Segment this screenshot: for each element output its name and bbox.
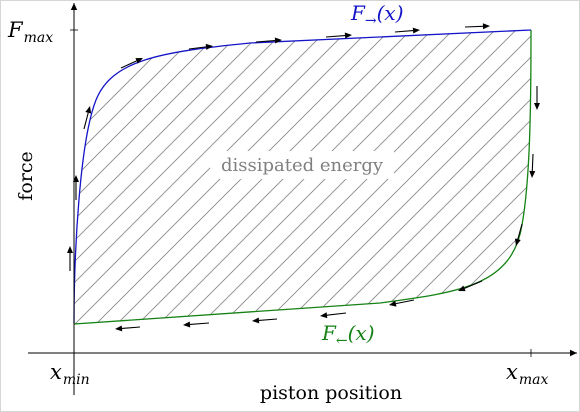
direction-arrow (252, 317, 278, 324)
direction-arrow (534, 86, 540, 110)
hatch-line (74, 30, 421, 324)
direction-arrow (514, 223, 523, 246)
x-axis-title: piston position (260, 382, 402, 404)
hatch-line (74, 30, 442, 324)
hatch-line (187, 30, 531, 324)
hatch-line (74, 30, 253, 324)
hatch-line (74, 30, 400, 324)
hatch-line (74, 30, 316, 324)
dissipated-energy-hatch (74, 0, 580, 400)
direction-arrow (67, 246, 73, 271)
area-label-background (210, 151, 394, 179)
hatch-line (103, 30, 505, 324)
direction-arrow (325, 32, 352, 39)
hatch-line (313, 30, 531, 324)
hatch-line (124, 30, 526, 324)
direction-arrow (183, 321, 210, 328)
hatch-line (74, 30, 295, 324)
hatch-line (292, 30, 531, 324)
hatch-line (74, 30, 232, 324)
y-axis-title: force (15, 151, 37, 200)
hatch-line (545, 0, 580, 400)
hatch-line (376, 30, 531, 324)
direction-arrows (67, 23, 540, 332)
hatch-line (74, 30, 358, 324)
hatch-line (439, 30, 531, 324)
x-min-label: xmin (50, 360, 90, 388)
direction-arrow (188, 43, 213, 50)
direction-arrow (389, 299, 415, 307)
hatch-line (271, 30, 531, 324)
direction-arrow (464, 23, 490, 30)
hatch-line (208, 30, 531, 324)
direction-arrow (120, 58, 143, 69)
forward-curve-label: F→(x) (350, 1, 404, 29)
hatch-line (250, 30, 531, 324)
hatch-line (229, 30, 531, 324)
backward-curve-label: F←(x) (321, 321, 375, 349)
hatch-line (418, 30, 531, 324)
hatch-line (74, 30, 85, 324)
direction-arrow (83, 106, 92, 130)
hatch-line (145, 30, 531, 324)
hatch-line (82, 30, 484, 324)
direction-arrow (529, 153, 536, 178)
hatch-line (74, 30, 211, 324)
hatch-line (74, 30, 379, 324)
hatch-line (523, 30, 531, 324)
hatch-line (74, 30, 274, 324)
direction-arrow (458, 280, 483, 292)
hatch-line (566, 0, 580, 400)
x-max-label: xmax (506, 360, 548, 388)
direction-arrow (320, 312, 347, 319)
hatch-line (355, 30, 531, 324)
dissipated-energy-label: dissipated energy (221, 155, 384, 176)
direction-arrow (394, 27, 420, 34)
direction-arrow (115, 325, 141, 332)
hatch-line (460, 30, 531, 324)
direction-arrow (255, 37, 282, 44)
hatch-line (74, 30, 463, 324)
hatch-line (397, 30, 531, 324)
forward-force-curve (73, 29, 532, 324)
f-max-label: Fmax (7, 18, 53, 46)
hatch-line (166, 30, 531, 324)
hatch-line (74, 30, 337, 324)
